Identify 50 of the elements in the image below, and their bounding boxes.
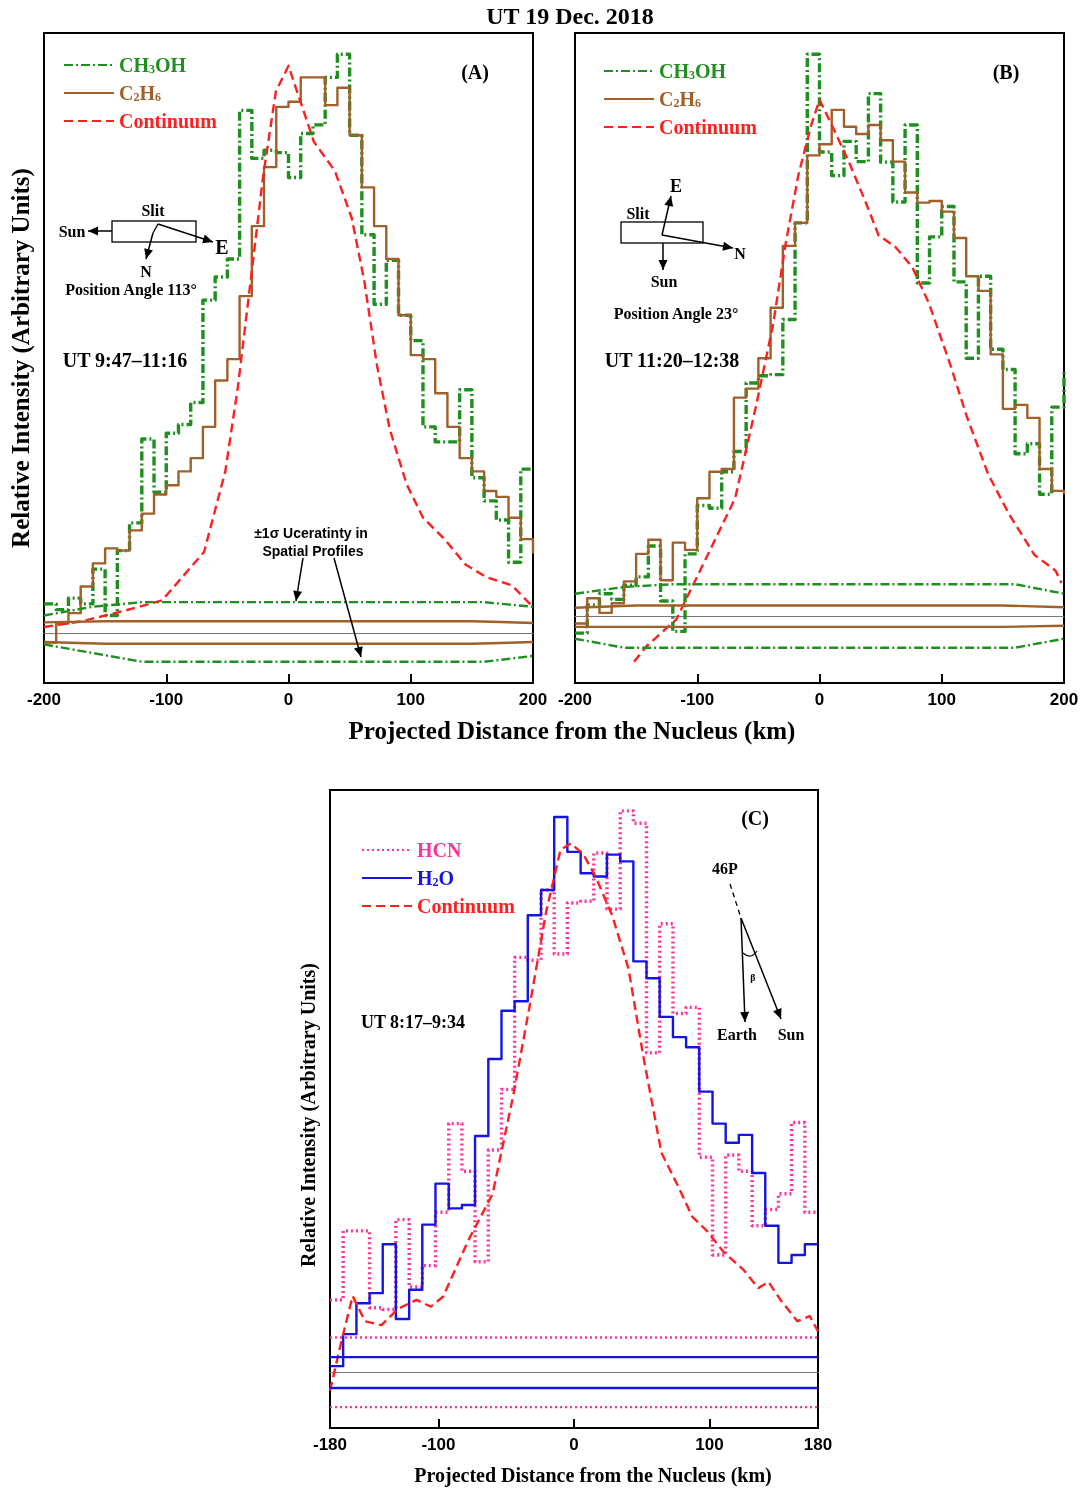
annotation: β [750,971,756,983]
annotation: N [734,244,747,262]
legend-label: CH3OH [659,60,727,82]
x-tick-label: -200 [557,690,593,709]
annotation: (C) [741,807,769,830]
x-tick-label: 180 [803,1435,833,1454]
legend-label: HCN [417,839,462,861]
legend-label: Continuum [417,895,516,917]
x-tick-label: -100 [421,1435,456,1454]
annotation: Sun [58,222,86,240]
annotation: UT 9:47–11:16 [62,349,188,371]
legend-label: C2H6 [659,88,701,110]
x-tick-label: 100 [927,690,956,709]
legend-label: CH3OH [119,54,187,76]
y-axis-title: Relative Intensity (Arbitrary Units) [297,963,320,1267]
legend-label: Continuum [659,116,758,138]
annotation: Position Angle 23° [613,304,739,323]
annotation: 46P [712,859,739,877]
annotation: Slit [626,204,651,222]
x-tick-label: 200 [1049,690,1079,709]
x-tick-label: -100 [149,690,184,709]
annotation: E [669,176,683,196]
x-tick-label: -180 [312,1435,348,1454]
annotation: (A) [461,61,489,84]
legend-label: H2O [417,867,455,889]
x-tick-label: 0 [569,1435,579,1454]
annotation: Position Angle 113° [65,280,197,299]
x-tick-label: 100 [695,1435,724,1454]
x-tick-label: 200 [518,690,548,709]
annotation: UT 8:17–9:34 [360,1012,466,1032]
x-tick-label: 0 [283,690,294,709]
x-tick-label: 100 [396,690,425,709]
y-axis-title: Relative Intensity (Arbitrary Units) [6,168,35,548]
x-axis-title: Projected Distance from the Nucleus (km) [348,716,796,745]
legend-label: C2H6 [119,82,161,104]
x-tick-label: -200 [26,690,62,709]
annotation: (B) [992,61,1020,84]
legend-label: Continuum [119,110,218,132]
chart-title: UT 19 Dec. 2018 [486,3,654,29]
x-axis-title: Projected Distance from the Nucleus (km) [414,1464,772,1487]
x-tick-label: -100 [680,690,715,709]
annotation: Earth [717,1025,758,1043]
annotation: N [140,262,153,280]
annotation: E [215,236,229,258]
annotation: Sun [650,272,678,290]
annotation: Slit [141,201,166,219]
annotation: ±1σ Uceratinty in Spatial Profiles [254,525,372,559]
annotation: Sun [777,1025,805,1043]
x-tick-label: 0 [814,690,825,709]
annotation: UT 11:20–12:38 [604,349,740,371]
